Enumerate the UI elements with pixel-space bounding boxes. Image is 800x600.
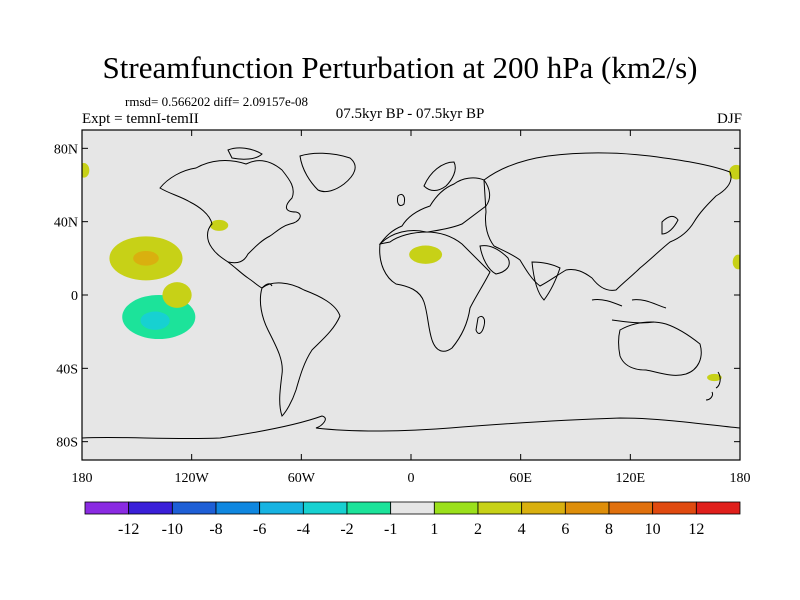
contour-region-8 (317, 166, 369, 196)
lat-tick-label: 80N (54, 142, 78, 157)
coast-new-zealand (705, 371, 721, 401)
period-label: 07.5kyr BP - 07.5kyr BP (335, 106, 485, 122)
contour-region-5 (224, 256, 262, 305)
colorbar-box-2 (171, 501, 217, 515)
colorbar-box-14 (695, 501, 741, 515)
colorbar-label: -1 (384, 521, 397, 538)
colorbar-label: -2 (340, 521, 353, 538)
contour-region-12 (703, 227, 722, 235)
coast-scandinavia (423, 161, 456, 191)
lat-tick-label: 0 (71, 289, 78, 304)
colorbar-boxes (84, 501, 741, 515)
latitude-ticks: 80N 40N 0 40S 80S (54, 142, 740, 451)
contour-region-11 (529, 342, 541, 351)
contour-region-1 (133, 251, 159, 266)
colorbar-label: 1 (430, 521, 438, 538)
lon-tick-label: 180 (72, 471, 93, 486)
coast-japan (661, 215, 679, 235)
colorbar-box-4 (259, 501, 304, 515)
contour-region-3 (140, 311, 170, 330)
coastlines (82, 147, 740, 440)
colorbar-label: 10 (645, 521, 661, 538)
colorbar-box-10 (521, 501, 566, 515)
colorbar-label: 6 (561, 521, 569, 538)
colorbar-labels: -12 -10 -8 -6 -4 -2 -1 1 2 4 6 8 10 12 (118, 521, 704, 538)
stats-text: rmsd= 0.566202 diff= 2.09157e-08 (125, 94, 309, 109)
contour-region-15 (732, 254, 740, 270)
colorbar-label: -10 (162, 521, 183, 538)
coast-africa (379, 230, 491, 352)
colorbar-box-5 (302, 501, 348, 515)
colorbar-box-13 (652, 501, 697, 515)
colorbar-box-12 (608, 501, 654, 515)
colorbar-box-8 (433, 501, 479, 515)
experiment-label: Expt = temnI-temII (82, 111, 199, 127)
colorbar-box-9 (477, 501, 523, 515)
contour-region-9 (317, 249, 351, 268)
colorbar-box-11 (564, 501, 610, 515)
colorbar-label: -12 (118, 521, 139, 538)
colorbar-label: -4 (297, 521, 310, 538)
coast-india (531, 261, 561, 301)
coast-antarctica (82, 415, 740, 440)
colorbar-box-6 (346, 501, 392, 515)
contour-region-6 (160, 207, 183, 218)
colorbar-box-0 (84, 501, 130, 515)
season-label: DJF (716, 111, 742, 127)
coast-asia (483, 152, 732, 291)
contour-region-16 (707, 373, 722, 382)
coast-australia (618, 321, 702, 376)
coast-central-america (227, 261, 273, 289)
coast-north-america (159, 160, 301, 264)
coast-british-isles (397, 193, 405, 207)
lat-tick-label: 80S (56, 436, 78, 451)
lon-tick-label: 0 (408, 471, 415, 486)
colorbar-box-7 (390, 501, 435, 515)
colorbar-label: 12 (688, 521, 704, 538)
colorbar-label: -8 (209, 521, 222, 538)
contour-region-4 (162, 282, 192, 308)
coast-madagascar (475, 315, 485, 334)
map-background (82, 130, 740, 460)
lon-tick-label: 180 (730, 471, 751, 486)
contour-region-14 (82, 163, 90, 178)
coast-greenland (299, 152, 356, 193)
colorbar-label: 4 (518, 521, 526, 538)
colorbar-box-3 (215, 501, 261, 515)
chart-title: Streamfunction Perturbation at 200 hPa (… (102, 50, 698, 85)
contour-region-13 (729, 164, 740, 180)
lat-tick-label: 40S (56, 362, 78, 377)
coast-arctic-islands (227, 147, 263, 160)
colorbar-label: 2 (474, 521, 482, 538)
contour-fills (82, 163, 740, 382)
contour-region-7 (209, 219, 229, 231)
contour-region-10 (409, 245, 443, 264)
longitude-ticks: 180 120W 60W 0 60E 120E 180 (72, 130, 751, 486)
coast-south-america (259, 282, 341, 417)
coast-arabia (479, 245, 510, 275)
colorbar-box-1 (128, 501, 173, 515)
lon-tick-label: 60E (509, 471, 532, 486)
colorbar-label: -6 (253, 521, 266, 538)
lat-tick-label: 40N (54, 216, 78, 231)
colorbar-label: 8 (605, 521, 613, 538)
lon-tick-label: 120E (616, 471, 646, 486)
lon-tick-label: 120W (175, 471, 210, 486)
lon-tick-label: 60W (288, 471, 316, 486)
